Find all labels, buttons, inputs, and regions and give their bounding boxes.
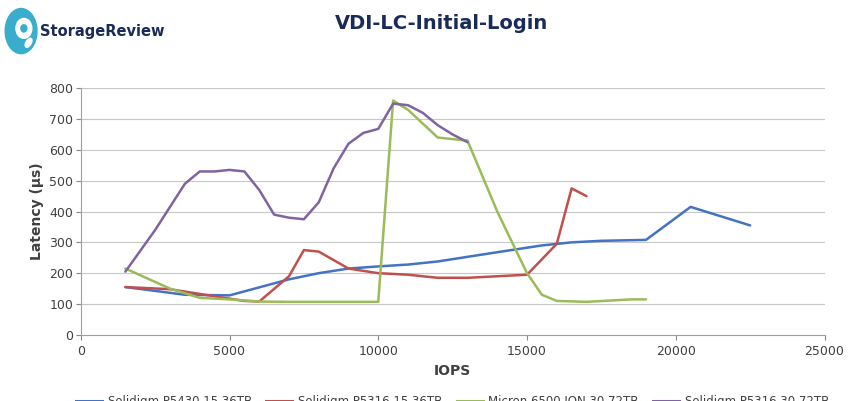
Ellipse shape <box>21 25 27 32</box>
X-axis label: IOPS: IOPS <box>434 364 471 378</box>
Y-axis label: Latency (μs): Latency (μs) <box>30 163 43 260</box>
Legend: Solidigm P5430 15.36TB, Solidigm P5316 15.36TB, Micron 6500 ION 30.72TB, Solidig: Solidigm P5430 15.36TB, Solidigm P5316 1… <box>71 390 834 401</box>
Text: StorageReview: StorageReview <box>40 24 164 38</box>
Text: VDI-LC-Initial-Login: VDI-LC-Initial-Login <box>336 14 548 33</box>
Ellipse shape <box>5 8 37 54</box>
Ellipse shape <box>16 18 31 38</box>
Ellipse shape <box>26 38 32 47</box>
